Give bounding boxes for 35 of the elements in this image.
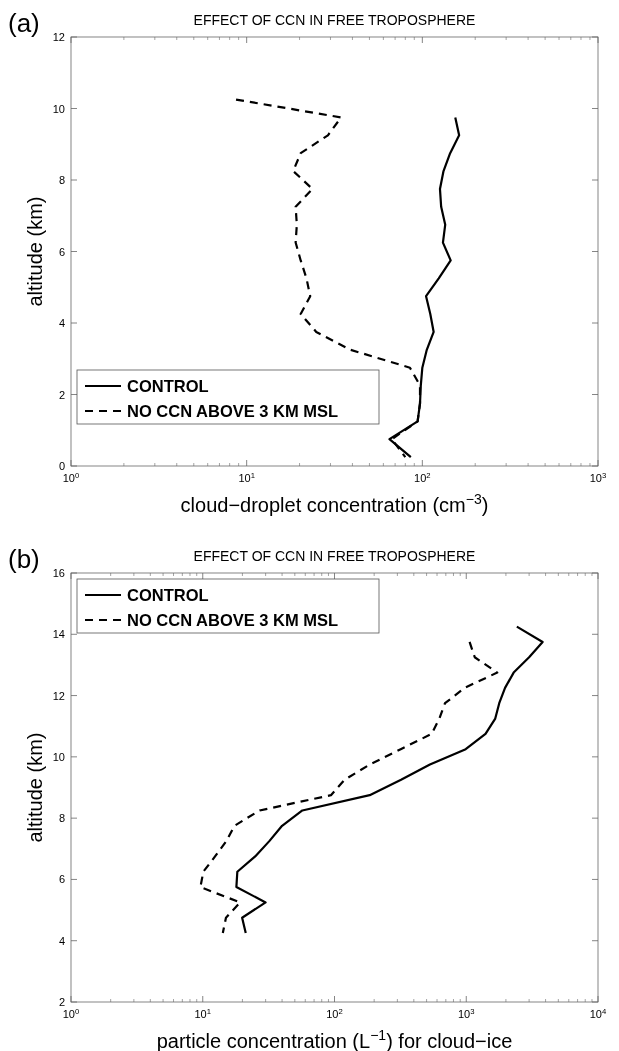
y-tick-label: 2 bbox=[58, 996, 65, 1008]
x-tick-label: 10$^{1}$ bbox=[194, 1006, 212, 1020]
y-tick-label: 10 bbox=[52, 750, 65, 763]
x-axis-title: cloud−droplet concentration (cm$^{−3}$) bbox=[180, 491, 489, 516]
y-tick-label: 14 bbox=[52, 628, 65, 641]
chart-title: EFFECT OF CCN IN FREE TROPOSPHERE bbox=[193, 12, 476, 28]
x-tick-label: 10$^{3}$ bbox=[457, 1006, 475, 1020]
y-tick-label: 12 bbox=[52, 31, 65, 43]
y-tick-label: 4 bbox=[58, 317, 65, 329]
y-tick-label: 2 bbox=[58, 388, 65, 401]
legend-label: NO CCN ABOVE 3 KM MSL bbox=[127, 611, 339, 629]
y-tick-label: 6 bbox=[58, 245, 65, 258]
x-tick-label: 10$^{2}$ bbox=[326, 1006, 343, 1020]
y-tick-label: 16 bbox=[52, 567, 65, 579]
y-tick-label: 6 bbox=[58, 873, 65, 886]
text: (a) bbox=[8, 8, 40, 38]
x-tick-label: 10$^{2}$ bbox=[414, 470, 431, 484]
y-tick-label: 8 bbox=[58, 174, 65, 186]
y-tick-label: 0 bbox=[58, 460, 65, 472]
y-tick-label: 8 bbox=[58, 812, 65, 825]
y-tick-label: 10 bbox=[52, 102, 65, 115]
y-tick-label: 12 bbox=[52, 689, 65, 702]
x-tick-label: 10$^{0}$ bbox=[62, 1006, 80, 1020]
chart-title: EFFECT OF CCN IN FREE TROPOSPHERE bbox=[193, 548, 476, 564]
y-tick-label: 4 bbox=[58, 934, 65, 947]
legend-label: CONTROL bbox=[127, 377, 209, 395]
x-tick-label: 10$^{3}$ bbox=[589, 470, 607, 484]
y-axis-title: altitude (km) bbox=[24, 196, 46, 307]
y-axis-title: altitude (km) bbox=[24, 732, 46, 843]
x-tick-label: 10$^{1}$ bbox=[238, 470, 255, 484]
legend-label: CONTROL bbox=[127, 586, 209, 604]
text: (b) bbox=[8, 544, 40, 574]
x-tick-label: 10$^{4}$ bbox=[589, 1006, 607, 1020]
legend-label: NO CCN ABOVE 3 KM MSL bbox=[127, 402, 339, 420]
x-tick-label: 10$^{0}$ bbox=[62, 470, 80, 484]
